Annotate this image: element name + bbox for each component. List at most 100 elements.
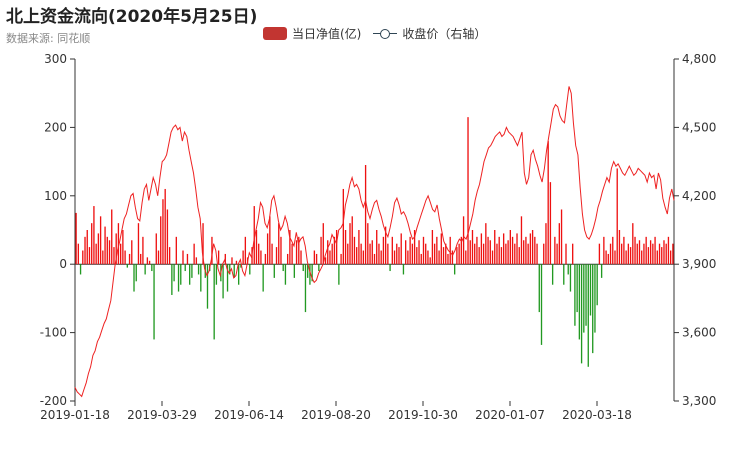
- net-flow-bar: [643, 243, 645, 265]
- net-flow-bar: [654, 236, 656, 265]
- net-flow-bar: [324, 257, 327, 265]
- right-tick-label: 3,600: [682, 326, 716, 340]
- net-flow-bar: [460, 236, 463, 265]
- net-flow-bar: [471, 230, 474, 265]
- net-flow-bar: [500, 247, 503, 265]
- net-flow-bar: [211, 236, 213, 265]
- net-flow-bar: [402, 264, 405, 275]
- net-flow-bar: [173, 264, 175, 282]
- net-flow-bar: [420, 253, 422, 265]
- net-flow-bar: [558, 223, 560, 265]
- net-flow-bar: [111, 209, 113, 265]
- net-flow-bar: [465, 250, 467, 265]
- net-flow-bar: [538, 264, 540, 313]
- legend-label-net-flow: 当日净值(亿): [292, 27, 362, 41]
- net-flow-bar: [351, 216, 353, 265]
- net-flow-bar: [596, 264, 598, 306]
- legend-label-close: 收盘价（右轴）: [402, 27, 487, 41]
- net-flow-bar: [634, 236, 636, 265]
- net-flow-bar: [106, 236, 108, 265]
- net-flow-bar: [393, 250, 396, 265]
- net-flow-bar: [411, 243, 414, 265]
- net-flow-bar: [144, 264, 146, 275]
- net-flow-bar: [527, 243, 529, 265]
- net-flow-bar: [663, 240, 665, 265]
- net-flow-bar: [574, 264, 576, 326]
- net-flow-bar: [382, 236, 385, 265]
- net-flow-bar: [476, 236, 478, 265]
- net-flow-bar: [482, 243, 485, 265]
- net-flow-bar: [563, 264, 565, 285]
- net-flow-bar: [580, 264, 583, 364]
- line-group: [74, 86, 675, 398]
- net-flow-bar: [184, 264, 186, 272]
- net-flow-bar: [505, 243, 507, 265]
- net-flow-bar: [458, 243, 460, 265]
- net-flow-bar: [380, 250, 382, 265]
- net-flow-bar: [609, 243, 612, 265]
- net-flow-bar: [95, 243, 97, 265]
- net-flow-bar: [128, 253, 131, 265]
- net-flow-bar: [99, 216, 102, 265]
- net-flow-bar: [119, 243, 122, 265]
- net-flow-bar: [413, 230, 416, 265]
- net-flow-bar: [603, 236, 605, 265]
- net-flow-bar: [186, 253, 189, 265]
- net-flow-bar: [278, 223, 280, 265]
- net-flow-bar: [429, 257, 431, 265]
- net-flow-bar: [84, 236, 86, 265]
- net-flow-bar: [614, 250, 616, 265]
- net-flow-bar: [291, 243, 293, 265]
- legend[interactable]: 当日净值(亿) 收盘价（右轴）: [263, 25, 498, 42]
- net-flow-bar: [438, 250, 440, 265]
- net-flow-bar: [618, 230, 621, 265]
- net-flow-bar: [298, 236, 300, 265]
- left-tick-label: 200: [44, 120, 67, 134]
- net-flow-bar: [113, 247, 115, 265]
- legend-item-close[interactable]: 收盘价（右轴）: [373, 25, 486, 42]
- net-flow-bar: [645, 236, 647, 265]
- x-tick-label: 2019-10-30: [388, 408, 458, 422]
- net-flow-bar: [235, 260, 238, 265]
- net-flow-bar: [616, 168, 618, 265]
- net-flow-bar: [572, 243, 574, 265]
- net-flow-bar: [142, 236, 144, 265]
- net-flow-bar: [175, 236, 177, 265]
- net-flow-bar: [295, 240, 298, 265]
- net-flow-bar: [656, 250, 658, 265]
- net-flow-bar: [313, 250, 316, 265]
- net-flow-bar: [487, 236, 489, 265]
- net-flow-bar: [307, 264, 309, 278]
- net-flow-bar: [162, 199, 164, 265]
- net-flow-bar: [514, 243, 516, 265]
- net-flow-bar: [91, 223, 93, 265]
- net-flow-bar: [398, 247, 400, 265]
- net-flow-bar: [131, 240, 133, 265]
- net-flow-bar: [407, 250, 409, 265]
- net-flow-bar: [447, 253, 449, 265]
- net-flow-bar: [474, 243, 476, 265]
- x-tick-label: 2019-06-14: [214, 408, 284, 422]
- net-flow-bar: [255, 230, 258, 265]
- net-flow-bar: [436, 236, 438, 265]
- net-flow-bar: [598, 243, 601, 265]
- net-flow-bar: [469, 240, 471, 265]
- net-flow-bar: [300, 250, 302, 265]
- net-flow-bar: [534, 236, 536, 265]
- net-flow-bar: [284, 264, 287, 285]
- net-flow-bar: [82, 250, 84, 265]
- line-swatch-icon: [373, 27, 398, 40]
- net-flow-bar: [627, 243, 630, 265]
- net-flow-bar: [405, 240, 407, 265]
- net-flow-bar: [442, 247, 445, 265]
- legend-item-net-flow[interactable]: 当日净值(亿): [263, 25, 361, 42]
- net-flow-bar: [605, 250, 607, 265]
- net-flow-bar: [77, 243, 80, 265]
- net-flow-bar: [652, 243, 654, 265]
- net-flow-bar: [353, 236, 356, 265]
- net-flow-bar: [117, 223, 120, 265]
- net-flow-bar: [396, 243, 398, 265]
- right-tick-label: 4,800: [682, 52, 716, 66]
- net-flow-bar: [422, 236, 425, 265]
